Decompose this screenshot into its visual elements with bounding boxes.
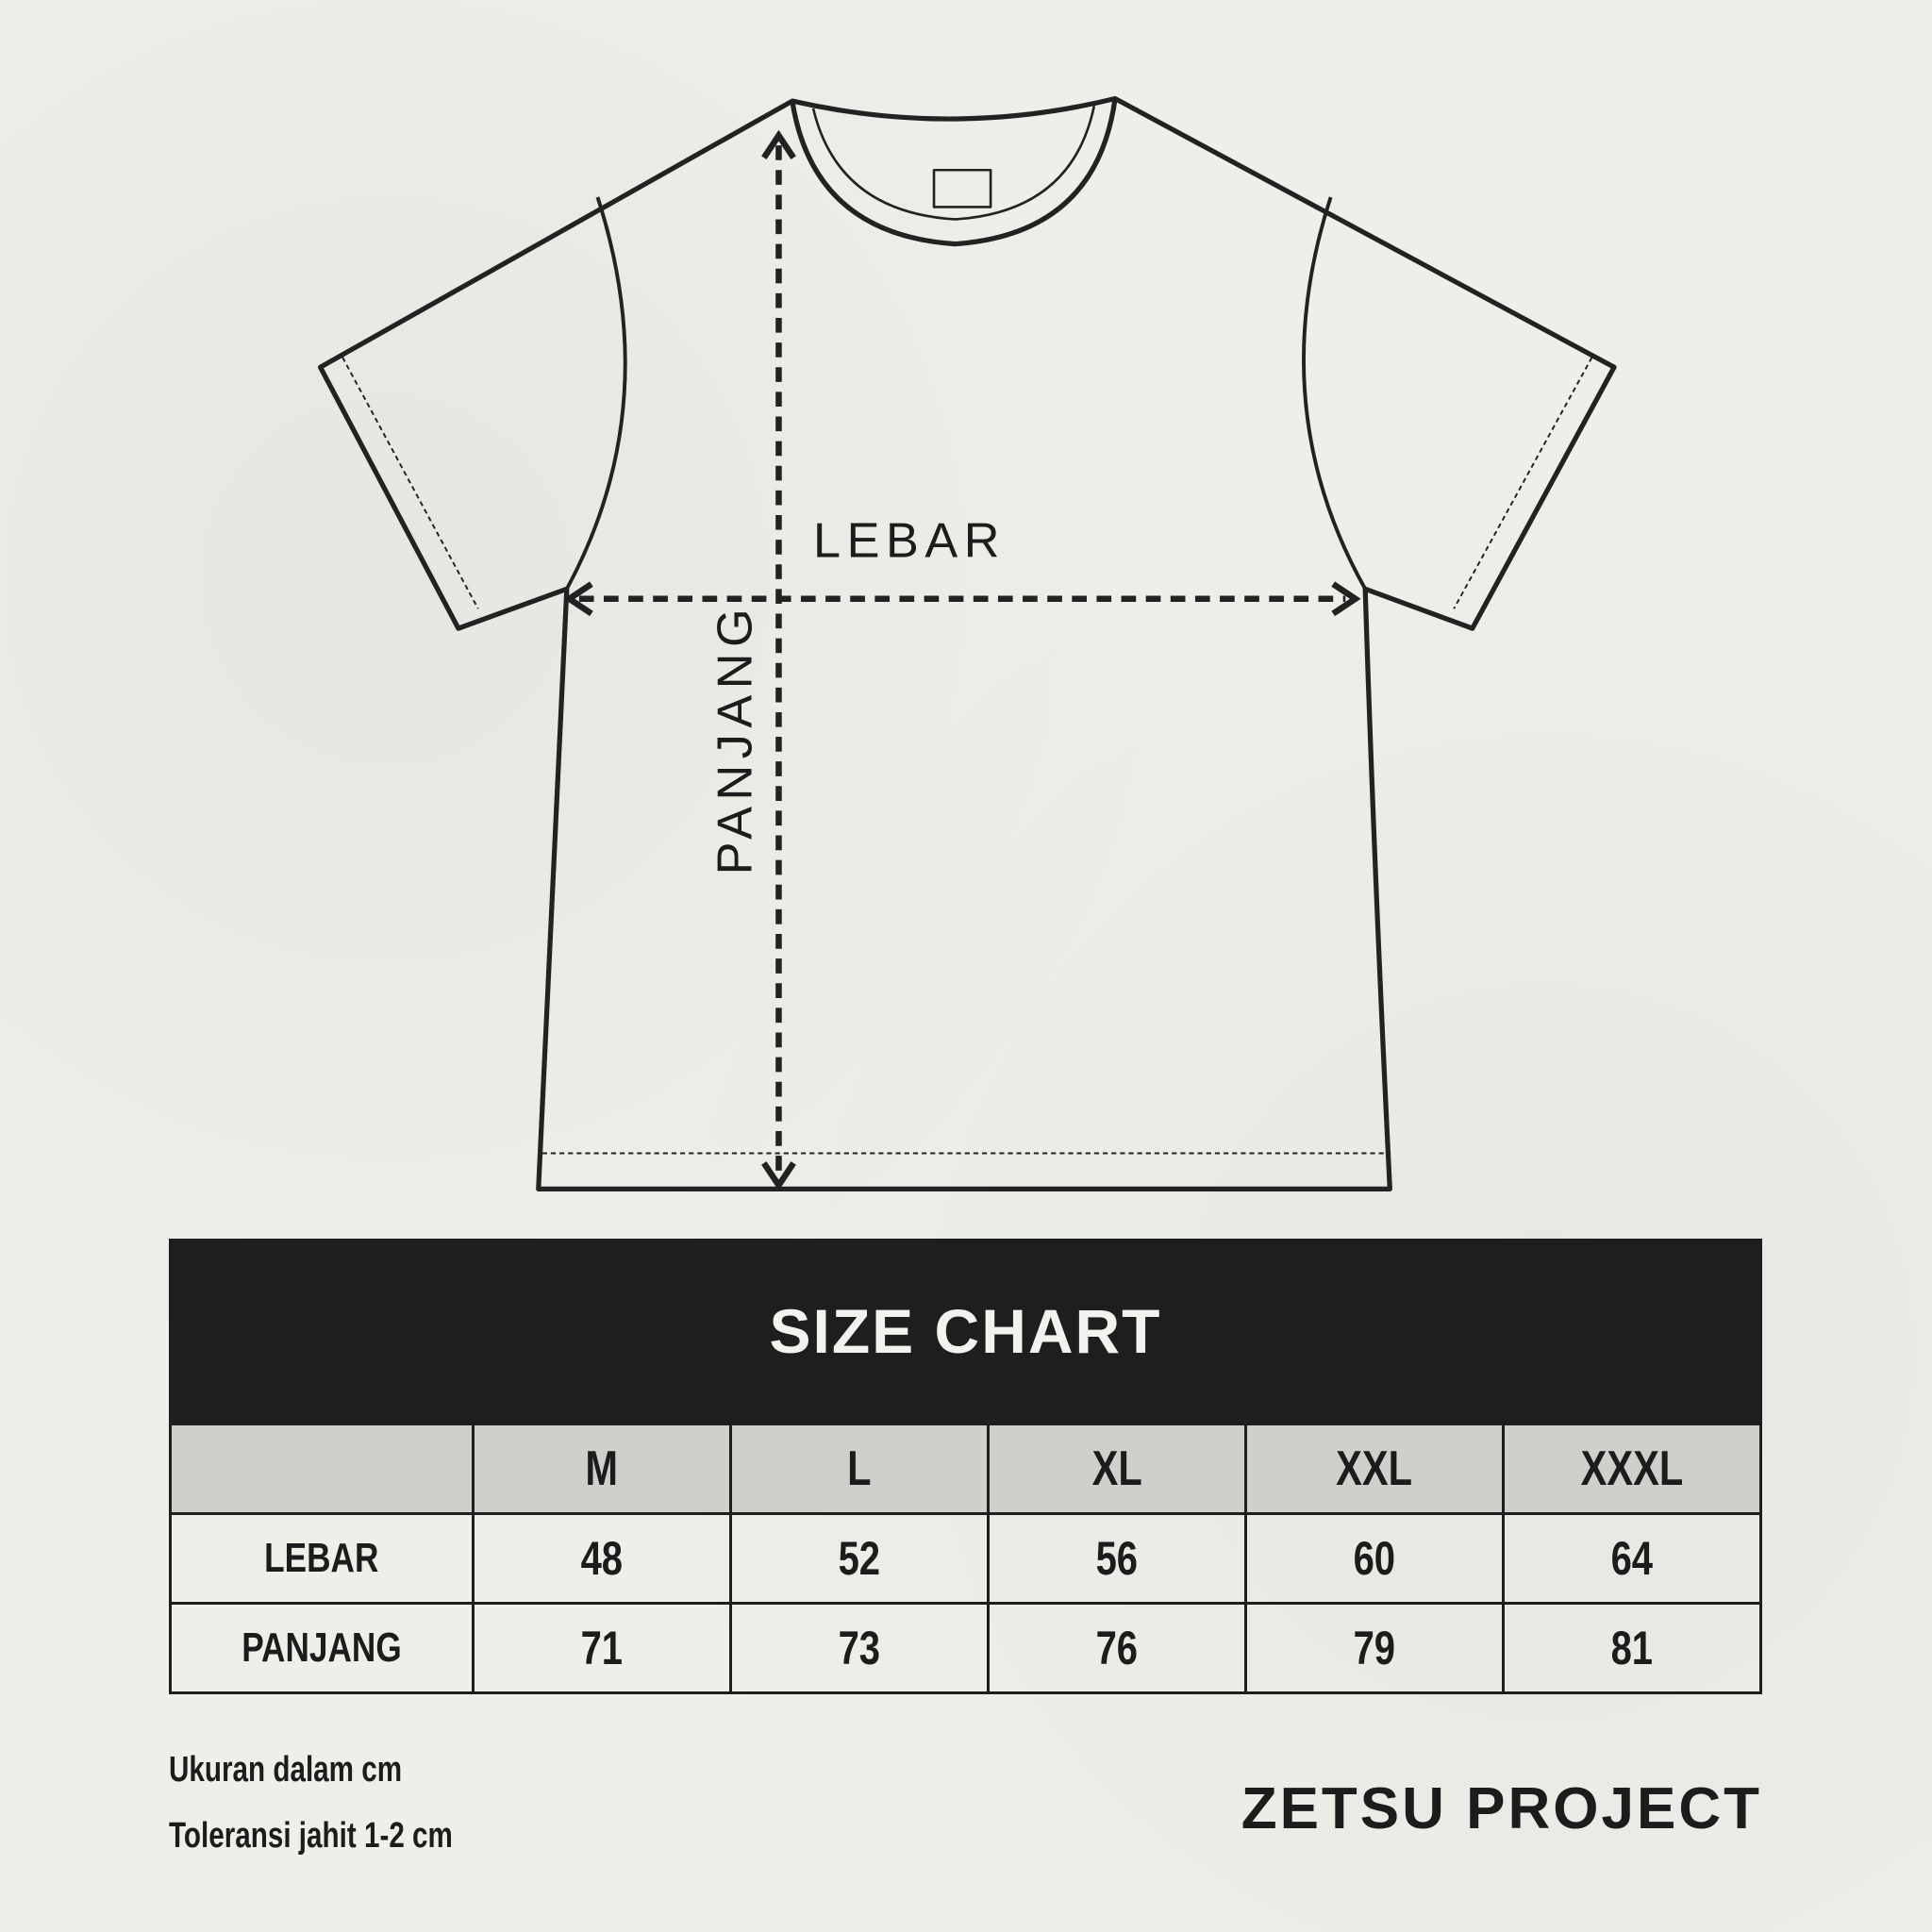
table-cell-text: 56 — [1095, 1532, 1139, 1585]
size-header-m-text: M — [585, 1441, 619, 1496]
note-units: Ukuran dalam cm — [169, 1750, 468, 1790]
collar-inner — [811, 106, 1096, 221]
table-cell: 81 — [1505, 1605, 1762, 1694]
table-cell: 56 — [990, 1515, 1247, 1605]
size-chart-table: SIZE CHART M L XL XXL XXXL LEBAR 48 52 56 60 64 PAN… — [169, 1239, 1762, 1694]
size-header-xxxl: XXXL — [1505, 1425, 1762, 1515]
table-cell-text: 79 — [1353, 1622, 1396, 1674]
table-cell-text: 73 — [838, 1622, 881, 1674]
shirt-outline — [317, 95, 1617, 1192]
note-units-text: Ukuran dalam cm — [169, 1750, 403, 1790]
collar — [790, 98, 1118, 247]
row-label-lebar-text: LEBAR — [264, 1535, 379, 1581]
neck-label — [932, 168, 992, 208]
header-corner-cell — [172, 1425, 475, 1515]
size-header-xl-text: XL — [1091, 1441, 1142, 1496]
table-cell: 60 — [1247, 1515, 1505, 1605]
table-cell-text: 76 — [1095, 1622, 1139, 1674]
size-header-xxxl-text: XXXL — [1580, 1441, 1684, 1496]
right-sleeve-seam — [1302, 196, 1367, 591]
row-label-panjang-text: PANJANG — [242, 1624, 402, 1671]
size-header-m: M — [475, 1425, 732, 1515]
size-header-l-text: L — [847, 1441, 872, 1496]
table-cell-text: 64 — [1610, 1532, 1654, 1585]
left-sleeve-seam — [565, 196, 627, 591]
row-label-panjang: PANJANG — [172, 1605, 475, 1694]
table-cell: 76 — [990, 1605, 1247, 1694]
table-cell-text: 71 — [580, 1622, 624, 1674]
table-cell-text: 52 — [838, 1532, 881, 1585]
table-cell: 73 — [732, 1605, 990, 1694]
table-cell-text: 81 — [1610, 1622, 1654, 1674]
table-cell: 64 — [1505, 1515, 1762, 1605]
size-header-xl: XL — [990, 1425, 1247, 1515]
size-header-l: L — [732, 1425, 990, 1515]
table-cell-text: 48 — [580, 1532, 624, 1585]
table-cell: 71 — [475, 1605, 732, 1694]
note-tolerance: Toleransi jahit 1-2 cm — [169, 1816, 533, 1857]
table-cell: 52 — [732, 1515, 990, 1605]
size-chart-title: SIZE CHART — [169, 1239, 1762, 1423]
size-grid: M L XL XXL XXXL LEBAR 48 52 56 60 64 PANJANG 71 73 76 7… — [169, 1423, 1762, 1694]
note-tolerance-text: Toleransi jahit 1-2 cm — [169, 1816, 453, 1856]
width-label: LEBAR — [813, 513, 1006, 568]
size-header-xxl-text: XXL — [1336, 1441, 1413, 1496]
length-label: PANJANG — [708, 603, 763, 875]
table-cell: 79 — [1247, 1605, 1505, 1694]
size-header-xxl: XXL — [1247, 1425, 1505, 1515]
table-cell-text: 60 — [1353, 1532, 1396, 1585]
table-cell: 48 — [475, 1515, 732, 1605]
row-label-lebar: LEBAR — [172, 1515, 475, 1605]
brand-name: ZETSU PROJECT — [1241, 1776, 1762, 1841]
